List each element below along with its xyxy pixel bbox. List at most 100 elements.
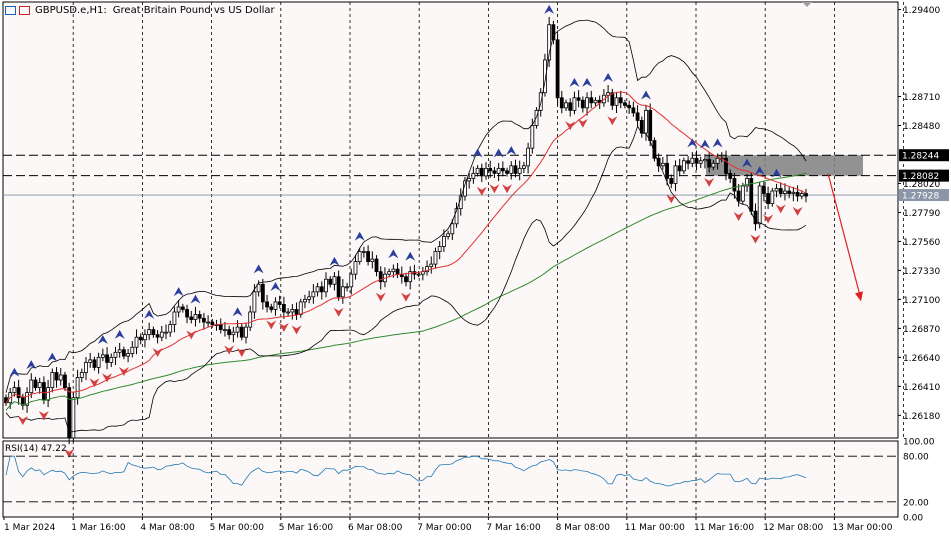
fractal-down-marker (401, 292, 411, 302)
candle-body (648, 109, 653, 142)
fractal-down-marker (666, 194, 677, 204)
candle-body (193, 314, 198, 320)
candle-body (281, 304, 286, 313)
fractal-down-marker (733, 211, 744, 221)
candle-body (395, 268, 400, 275)
forecast-arrow-head (855, 291, 863, 302)
candle-body (121, 349, 126, 357)
fractal-down-marker (565, 121, 576, 131)
candle-body (778, 188, 783, 194)
candle-body (12, 387, 17, 394)
chart-shift-marker (802, 2, 812, 7)
fractal-up-marker (354, 231, 365, 241)
candle-body (484, 167, 488, 177)
candle-body (374, 258, 379, 273)
rsi-axis-label: 20.00 (903, 498, 929, 508)
candle-body (277, 301, 282, 305)
candle-body (770, 190, 775, 205)
fractal-up-marker (641, 90, 651, 100)
forecast-arrow-line (827, 173, 862, 300)
candle-body (29, 379, 34, 394)
candle-body (656, 157, 661, 167)
candle-body (248, 311, 253, 328)
candles (4, 16, 808, 445)
candle-body (303, 298, 307, 303)
candle-body (585, 97, 589, 109)
candle-body (652, 140, 657, 159)
candle-body (564, 102, 568, 109)
candle-body (665, 162, 669, 179)
time-axis-label: 7 Mar 00:00 (417, 523, 472, 533)
candle-body (761, 185, 766, 194)
candle-body (492, 170, 497, 174)
candle-body (690, 157, 695, 164)
candle-body (429, 263, 434, 268)
candle-body (71, 397, 76, 439)
fractal-up-marker (144, 309, 155, 319)
candle-body (332, 276, 337, 285)
candle-body (50, 372, 55, 388)
candle-body (610, 92, 615, 106)
candle-body (269, 306, 274, 310)
candle-body (345, 286, 349, 289)
candle-body (606, 92, 611, 96)
candle-body (543, 59, 547, 94)
fractal-up-marker (253, 264, 264, 274)
candle-body (307, 296, 312, 300)
fractal-up-marker (742, 158, 753, 168)
candle-body (84, 361, 88, 373)
time-axis-label: 12 Mar 08:00 (763, 523, 823, 533)
time-axis-label: 5 Mar 00:00 (210, 523, 265, 533)
candle-body (745, 178, 749, 187)
candle-body (155, 334, 160, 338)
fractal-down-marker (186, 330, 197, 340)
candle-body (517, 167, 522, 174)
candle-body (530, 125, 535, 149)
chart-type-icon[interactable] (19, 6, 30, 15)
fractal-down-marker (333, 307, 344, 317)
fractal-down-marker (236, 348, 247, 358)
fractal-down-marker (266, 320, 277, 330)
candle-body (568, 102, 573, 111)
fractal-up-marker (506, 145, 517, 155)
fractal-up-marker (173, 287, 184, 297)
candle-body (644, 109, 648, 134)
price-axis-label: 1.26410 (903, 383, 940, 393)
candle-body (479, 167, 484, 177)
fractal-up-marker (232, 307, 243, 317)
fractal-up-marker (754, 166, 765, 176)
candle-body (315, 286, 320, 293)
chart-menu-icon[interactable] (5, 6, 16, 15)
candle-body (218, 324, 223, 331)
candle-body (96, 356, 101, 368)
candle-body (496, 167, 501, 174)
price-axis-label: 1.27100 (903, 296, 940, 306)
candle-body (766, 193, 771, 205)
rsi-axis-label: 100.00 (903, 438, 935, 448)
chart-header: GBPUSD.e,H1: Great Britain Pound vs US D… (5, 5, 275, 16)
candle-body (580, 99, 585, 109)
fractal-up-marker (9, 367, 20, 377)
candle-body (774, 188, 779, 192)
time-axis-label: 6 Mar 08:00 (348, 523, 403, 533)
rsi-label: RSI(14) 47.22 (5, 444, 67, 454)
candle-body (446, 233, 451, 237)
candle-body (185, 309, 189, 318)
candle-body (669, 178, 674, 184)
candle-body (441, 235, 446, 247)
candle-body (252, 291, 257, 313)
fractal-up-marker (190, 294, 201, 304)
fractal-down-marker (64, 448, 75, 458)
candle-body (223, 329, 227, 332)
candle-body (534, 109, 539, 126)
candle-body (589, 97, 594, 104)
symbol-description: Great Britain Pound vs US Dollar (112, 5, 275, 16)
candle-body (660, 162, 665, 167)
candle-body (273, 301, 278, 310)
candle-body (475, 167, 480, 174)
candle-body (804, 193, 808, 197)
fractal-down-marker (489, 184, 500, 194)
candle-body (239, 326, 244, 338)
candle-body (623, 102, 627, 106)
